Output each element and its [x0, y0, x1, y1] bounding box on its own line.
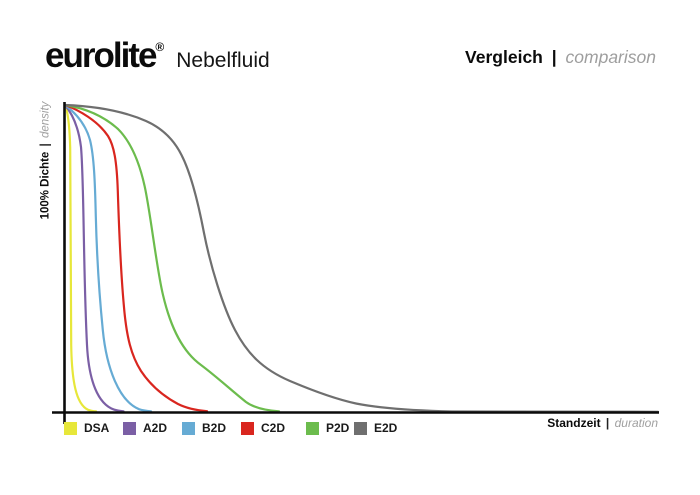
page-title-english: comparison	[565, 47, 656, 67]
legend-item-b2d: B2D	[182, 422, 226, 435]
y-axis-label-english: density	[39, 101, 52, 139]
legend-swatch-c2d	[241, 422, 254, 435]
curve-a2d	[63, 103, 125, 413]
legend-label-dsa: DSA	[84, 421, 110, 435]
product-name: Nebelfluid	[176, 49, 270, 72]
x-axis-label-separator: |	[605, 416, 610, 430]
legend-swatch-e2d	[354, 422, 367, 435]
legend-item-c2d: C2D	[241, 422, 285, 435]
legend-label-a2d: A2D	[143, 421, 168, 435]
registered-trademark-icon: ®	[155, 40, 165, 54]
legend-label-p2d: P2D	[326, 421, 350, 435]
brand-logo-text: eurolite	[45, 36, 157, 75]
legend-label-c2d: C2D	[261, 421, 286, 435]
legend-label-b2d: B2D	[202, 421, 227, 435]
y-axis-label-german: 100% Dichte	[39, 151, 52, 220]
legend-label-e2d: E2D	[374, 421, 398, 435]
legend-item-p2d: P2D	[306, 422, 349, 435]
legend-item-e2d: E2D	[354, 422, 397, 435]
curve-e2d	[63, 103, 660, 413]
legend-swatch-b2d	[182, 422, 195, 435]
brand-logo: eurolite® Nebelfluid	[45, 36, 270, 76]
legend-swatch-p2d	[306, 422, 319, 435]
legend-item-dsa: DSA	[64, 422, 109, 435]
legend-item-a2d: A2D	[123, 422, 167, 435]
curve-b2d	[63, 103, 153, 413]
legend-swatch-dsa	[64, 422, 77, 435]
legend-swatch-a2d	[123, 422, 136, 435]
x-axis-label-german: Standzeit	[547, 416, 601, 430]
legend: DSA A2D B2D C2D P2D E2D	[0, 422, 700, 436]
curve-dsa	[63, 103, 98, 413]
x-axis-label: Standzeit | duration	[547, 416, 658, 430]
page-title: Vergleich | comparison	[465, 47, 656, 68]
y-axis-label: 100% Dichte | density	[40, 100, 55, 222]
curve-p2d	[63, 103, 281, 413]
page-title-german: Vergleich	[465, 47, 543, 67]
curve-c2d	[63, 103, 209, 413]
x-axis-label-english: duration	[614, 416, 658, 430]
page-title-separator: |	[551, 47, 557, 67]
y-axis-label-separator: |	[39, 143, 52, 147]
